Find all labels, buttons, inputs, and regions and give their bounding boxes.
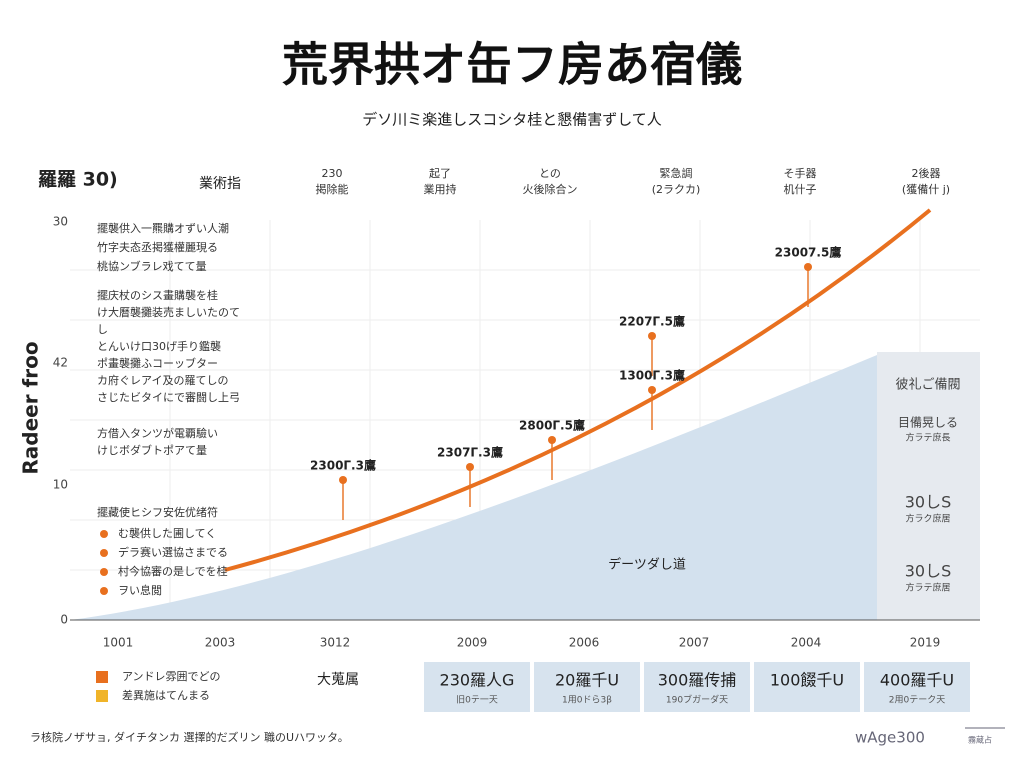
- x-tick-label: 2004: [791, 636, 822, 650]
- annotation-label: 2207Γ.5鷹: [619, 314, 685, 329]
- legend-label: アンドレ雰囲でどの: [122, 670, 221, 683]
- footer-note: ラ核院ノザサョ, ダイチタンカ 選擇的だズリン 職のUハワッタ。: [30, 730, 349, 744]
- panel-text: 30しS: [905, 493, 952, 512]
- bullet: [100, 530, 108, 538]
- side-panel: [877, 352, 980, 620]
- annotation-dot: [804, 263, 812, 271]
- note-line: 竹字夫态丞掲獲權麗現る: [97, 240, 218, 254]
- list-item: デラ赛い選協さまでる: [118, 545, 228, 559]
- annotation-label: 1300Γ.3鷹: [619, 368, 685, 383]
- column-sub: (2ラクカ): [652, 183, 701, 196]
- legend-label: 差異施はてんまる: [122, 688, 210, 702]
- annotation-label: 2307Γ.3鷹: [437, 445, 503, 460]
- summary-value: 400羅千U: [880, 671, 954, 690]
- bullet: [100, 587, 108, 595]
- subtitle: デソ川ミ楽進しスコシタ桂と懇備害ずして人: [362, 111, 662, 129]
- column-head: との: [539, 167, 561, 180]
- summary-label: 大蒐属: [317, 672, 359, 688]
- summary-value: 100餟千U: [770, 671, 844, 690]
- area-label: デーツダし道: [608, 557, 686, 573]
- note-line: 擺襲供入一羆購オずい人潮: [97, 221, 229, 235]
- area: [70, 352, 980, 620]
- column-sub: 掲除能: [316, 182, 349, 196]
- y-tick-label: 10: [53, 478, 68, 492]
- annotation-dot: [648, 386, 656, 394]
- header-left: 羅羅 30): [38, 169, 118, 191]
- y-tick-label: 42: [53, 356, 68, 370]
- note-line: 方借入タンツが電覇驗い: [97, 426, 218, 440]
- legend-swatch: [96, 690, 108, 702]
- summary-box: [644, 662, 750, 712]
- header-label: 業術指: [199, 176, 241, 192]
- note-line: ポ畫襲攤ふコーッブター: [97, 356, 218, 370]
- logo-small: 霧蔵占: [968, 735, 992, 745]
- x-tick-label: 2003: [205, 636, 236, 650]
- summary-sub: 2用0テーク天: [889, 695, 945, 706]
- summary-value: 300羅传捕: [658, 671, 737, 690]
- note-line: け大曆襲攤装売ましいたのて: [97, 305, 240, 319]
- column-head: 起了: [429, 167, 451, 180]
- list-item: ヲい息閲: [118, 583, 162, 597]
- list-item: 村今協審の是しでを桂: [118, 564, 228, 578]
- summary-box: [754, 662, 860, 712]
- panel-text: 方ラク庶居: [905, 513, 950, 525]
- logo: wAge300: [855, 729, 925, 747]
- x-tick-label: 2007: [679, 636, 710, 650]
- trend-line: [224, 208, 932, 572]
- bullet: [100, 549, 108, 557]
- column-sub: 机什子: [784, 182, 817, 196]
- x-tick-label: 2009: [457, 636, 488, 650]
- annotation-dot: [466, 463, 474, 471]
- annotation-dot: [648, 332, 656, 340]
- summary-box: [534, 662, 640, 712]
- column-head: そ手器: [784, 166, 817, 180]
- x-tick-label: 3012: [320, 636, 351, 650]
- y-tick-label: 0: [60, 613, 68, 627]
- summary-box: [424, 662, 530, 712]
- list-title: 擺藏使ヒシフ安佐优绪符: [97, 505, 218, 519]
- column-head: 2後器: [912, 166, 941, 180]
- column-sub: 火後除合ン: [523, 182, 578, 196]
- summary-box: [864, 662, 970, 712]
- bullet: [100, 568, 108, 576]
- note-line: 擺庆杖のシス畫購襲を桂: [97, 288, 218, 302]
- legend-swatch: [96, 671, 108, 683]
- summary-value: 20羅千U: [555, 671, 619, 690]
- title: 荒界拱オ缶フ房あ宿儀: [282, 38, 742, 92]
- note-line: さじたビタイにで審闘し上弓: [97, 390, 240, 404]
- x-tick-label: 2019: [910, 636, 941, 650]
- annotation-label: 2300Γ.3鷹: [310, 458, 376, 473]
- panel-text: 30しS: [905, 562, 952, 581]
- note-line: 桃協ンブラレ戏てて量: [97, 259, 207, 273]
- annotation-dot: [548, 436, 556, 444]
- note-line: し: [97, 323, 108, 336]
- column-head: 緊急調: [660, 166, 693, 180]
- summary-sub: 旧0テ一天: [456, 695, 498, 706]
- column-head: 230: [322, 167, 343, 180]
- panel-text: 方ラテ庶長: [905, 432, 950, 444]
- x-tick-label: 1001: [103, 636, 134, 650]
- list-item: む襲供した圃してく: [118, 526, 216, 540]
- column-sub: 業用持: [424, 182, 457, 196]
- panel-text: 目備晃しる: [898, 415, 958, 430]
- annotation-dot: [339, 476, 347, 484]
- column-sub: (獲備什 j): [902, 183, 950, 196]
- summary-sub: 1用0ドら3β: [562, 695, 612, 706]
- panel-text: 彼礼ご備閥: [895, 377, 960, 393]
- y-title: Radeer froo: [19, 341, 43, 474]
- summary-value: 230羅人G: [440, 671, 515, 690]
- note-line: けじボダブトポアて量: [97, 443, 207, 457]
- panel-text: 方ラテ庶居: [905, 582, 950, 594]
- note-line: カ府ぐレアイ及の羅てしの: [97, 373, 228, 387]
- summary-sub: 190ブガーダ天: [666, 694, 728, 706]
- annotation-label: 2800Γ.5鷹: [519, 418, 585, 433]
- note-line: とんいけ口30げ手り鑑襲: [97, 339, 221, 353]
- annotation-label: 23007.5鷹: [775, 245, 842, 260]
- y-tick-label: 30: [53, 215, 68, 229]
- x-tick-label: 2006: [569, 636, 600, 650]
